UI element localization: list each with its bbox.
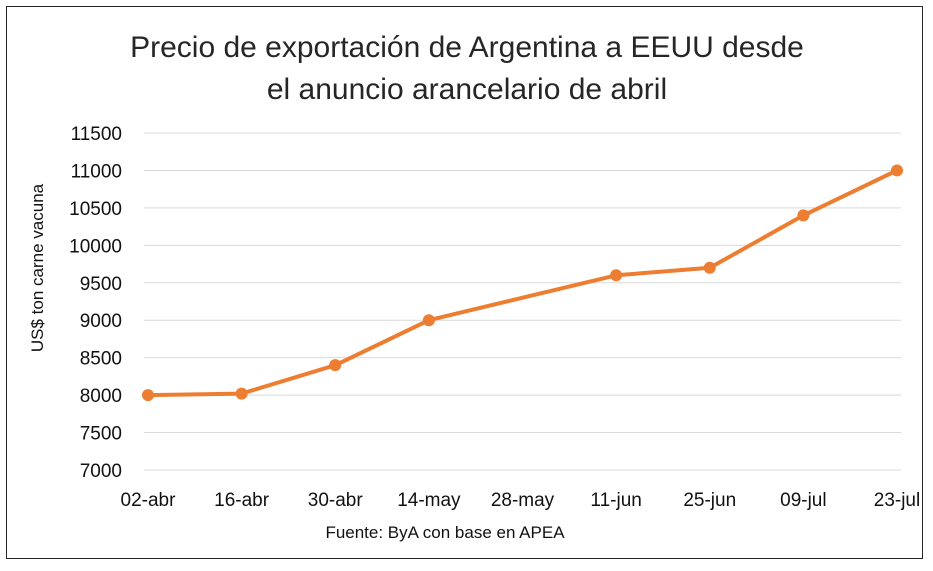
gridlines [144, 132, 901, 471]
series-line [146, 168, 899, 398]
y-tick-label: 11000 [71, 161, 122, 182]
data-point-14-may [422, 314, 435, 327]
x-tick-label: 16-abr [214, 490, 270, 511]
x-tick-label: 14-may [397, 490, 461, 511]
y-tick-label: 10000 [69, 236, 122, 257]
y-axis-ticks: 7000 7500 8000 8500 9000 9500 10000 10500 11000 1… [69, 124, 122, 482]
series [142, 164, 903, 402]
x-tick-label: 28-may [491, 490, 555, 511]
x-tick-label: 30-abr [308, 490, 364, 511]
x-tick-label: 02-abr [121, 490, 177, 511]
y-tick-label: 8000 [80, 386, 122, 407]
data-point-25-jun [703, 261, 716, 274]
data-point-30-abr [329, 359, 342, 372]
data-point-16-abr [235, 387, 248, 400]
x-tick-label: 09-jul [780, 490, 826, 511]
source-note: Fuente: ByA con base en APEA [325, 523, 565, 542]
y-tick-label: 7000 [80, 461, 122, 482]
y-tick-label: 9000 [80, 311, 122, 332]
x-tick-label: 11-jun [590, 490, 641, 511]
x-axis-ticks: 02-abr 16-abr 30-abr 14-may 28-may 11-jun 25-j… [121, 490, 921, 511]
data-point-23-jul [891, 164, 903, 177]
y-axis-label: US$ ton carne vacuna [28, 183, 47, 352]
y-tick-label: 7500 [80, 424, 122, 445]
data-point-02-abr [142, 389, 154, 402]
x-tick-label: 23-jul [874, 490, 920, 511]
x-tick-label: 25-jun [683, 490, 736, 511]
chart-title-line-1: Precio de exportación de Argentina a EEU… [130, 31, 804, 64]
y-tick-label: 9500 [80, 274, 122, 295]
data-point-11-jun [610, 269, 623, 282]
chart-frame [6, 6, 923, 559]
chart-title-line-2: el anuncio arancelario de abril [267, 73, 667, 106]
data-point-09-jul [797, 209, 810, 222]
y-tick-label: 11500 [71, 124, 122, 145]
y-tick-label: 8500 [80, 349, 122, 370]
y-tick-label: 10500 [69, 199, 122, 220]
